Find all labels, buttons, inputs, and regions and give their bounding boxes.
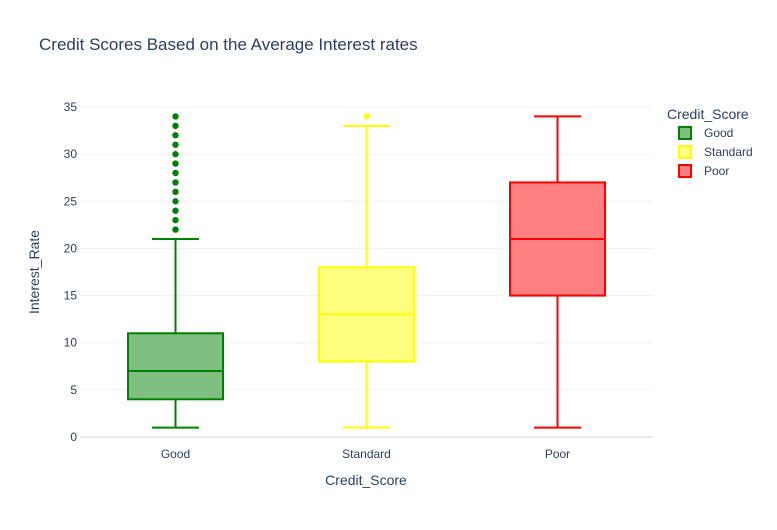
outlier-point [172, 207, 179, 214]
y-tick-label: 15 [64, 289, 78, 303]
y-axis-label: Interest_Rate [26, 230, 42, 314]
outlier-point [172, 160, 179, 167]
legend-items: Good Standard Poor [678, 126, 753, 178]
box-standard [318, 113, 415, 429]
x-tick-label: Standard [342, 447, 391, 461]
x-axis-ticks: Good Standard Poor [161, 447, 570, 461]
outlier-point [172, 132, 179, 139]
legend-item-poor: Poor [678, 164, 729, 178]
x-tick-label: Good [161, 447, 190, 461]
legend-item-good: Good [678, 126, 733, 140]
box-good [127, 113, 224, 429]
y-tick-label: 0 [70, 430, 77, 444]
outlier-point [363, 113, 370, 120]
outlier-point [172, 113, 179, 120]
outlier-point [172, 188, 179, 196]
legend-swatch [678, 164, 692, 178]
iqr-box [127, 332, 224, 401]
y-tick-label: 5 [70, 383, 77, 397]
y-tick-label: 25 [64, 194, 78, 208]
outlier-point [172, 122, 179, 130]
outlier-point [172, 226, 179, 233]
legend-label: Standard [704, 145, 753, 159]
legend-swatch [678, 145, 692, 159]
outlier-point [172, 141, 179, 148]
outlier-point [172, 169, 179, 177]
outlier-point [172, 150, 179, 158]
legend: Credit_Score Good Standard Poor [667, 106, 753, 178]
legend-label: Good [704, 126, 733, 140]
x-axis-label: Credit_Score [325, 472, 407, 488]
legend-title: Credit_Score [667, 106, 749, 122]
legend-item-standard: Standard [678, 145, 753, 159]
y-axis-ticks: 0 5 10 15 20 25 30 35 [64, 100, 78, 444]
chart-title: Credit Scores Based on the Average Inter… [39, 35, 418, 54]
outlier-point [172, 179, 179, 186]
plot-area [127, 113, 606, 429]
y-tick-label: 30 [64, 147, 78, 161]
x-tick-label: Poor [545, 447, 570, 461]
outlier-point [172, 216, 179, 224]
outlier-point [172, 198, 179, 205]
box-poor [509, 115, 606, 429]
y-tick-label: 10 [64, 336, 78, 350]
y-tick-label: 20 [64, 241, 78, 255]
legend-swatch [678, 126, 692, 140]
legend-label: Poor [704, 164, 729, 178]
y-tick-label: 35 [64, 100, 78, 114]
